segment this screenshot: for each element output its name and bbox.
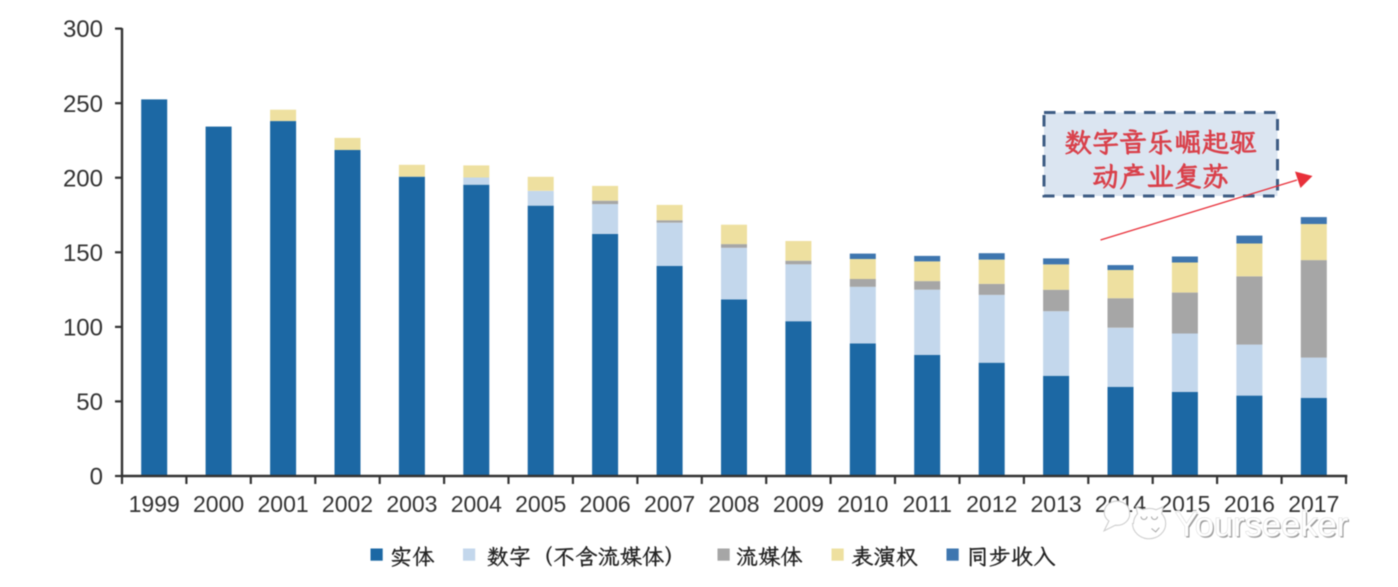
svg-text:2009: 2009 bbox=[773, 491, 824, 517]
svg-text:2002: 2002 bbox=[322, 491, 373, 517]
svg-text:2000: 2000 bbox=[193, 491, 244, 517]
svg-text:2007: 2007 bbox=[644, 491, 695, 517]
svg-text:2013: 2013 bbox=[1031, 491, 1082, 517]
svg-text:2006: 2006 bbox=[580, 491, 631, 517]
svg-text:Yourseeker: Yourseeker bbox=[1176, 507, 1349, 545]
svg-text:2015: 2015 bbox=[1159, 491, 1210, 517]
svg-text:2003: 2003 bbox=[386, 491, 437, 517]
svg-text:2012: 2012 bbox=[966, 491, 1017, 517]
svg-text:2004: 2004 bbox=[451, 491, 502, 517]
svg-text:300: 300 bbox=[63, 16, 103, 43]
svg-text:2010: 2010 bbox=[837, 491, 888, 517]
svg-text:2008: 2008 bbox=[708, 491, 759, 517]
svg-text:250: 250 bbox=[63, 91, 103, 118]
svg-text:1999: 1999 bbox=[129, 491, 180, 517]
svg-text:2016: 2016 bbox=[1224, 491, 1275, 517]
svg-text:200: 200 bbox=[63, 165, 103, 192]
svg-text:2017: 2017 bbox=[1288, 491, 1339, 517]
svg-text:2011: 2011 bbox=[902, 491, 951, 517]
svg-text:150: 150 bbox=[63, 240, 103, 267]
svg-text:Yourseeker: Yourseeker bbox=[1175, 506, 1348, 544]
svg-text:2005: 2005 bbox=[515, 491, 566, 517]
svg-text:Yourseeker: Yourseeker bbox=[1175, 506, 1348, 544]
svg-text:0: 0 bbox=[90, 464, 103, 491]
svg-text:100: 100 bbox=[63, 315, 103, 342]
svg-text:50: 50 bbox=[76, 389, 103, 416]
svg-text:2001: 2001 bbox=[258, 491, 309, 517]
